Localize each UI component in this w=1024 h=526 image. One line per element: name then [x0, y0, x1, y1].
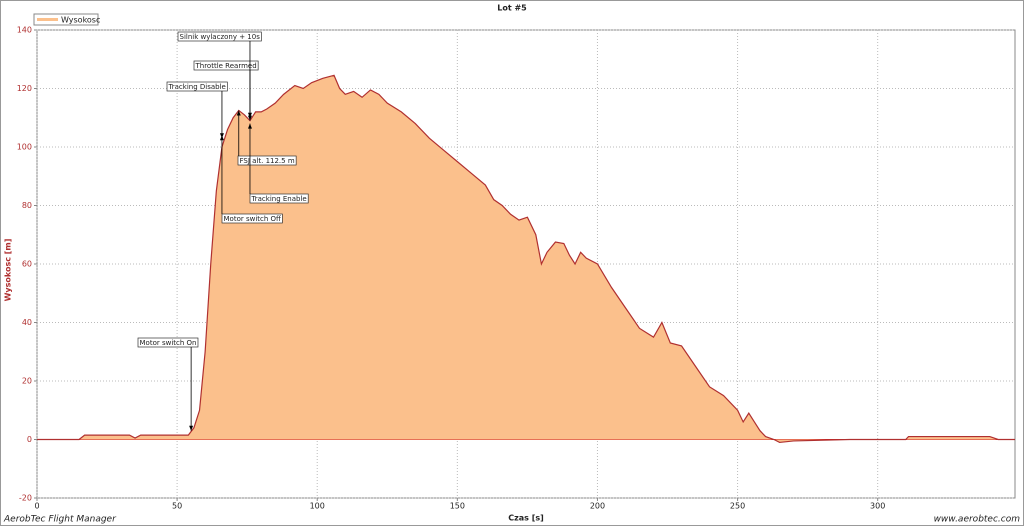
- y-tick-label: 60: [22, 260, 32, 269]
- y-tick-label: 40: [22, 318, 32, 327]
- annotation: Tracking Enable: [247, 123, 309, 204]
- y-tick-label: 120: [17, 84, 32, 93]
- x-axis-label: Czas [s]: [508, 514, 544, 523]
- annotation: FSJ alt. 112.5 m: [236, 110, 297, 166]
- arrow-head: [219, 135, 224, 141]
- annotation-box: [137, 337, 199, 348]
- arrow-head: [247, 112, 252, 118]
- x-tick-label: 300: [870, 502, 885, 511]
- y-tick-label: 20: [22, 377, 32, 386]
- annotation-text: Motor switch Off: [224, 215, 282, 223]
- annotation-box: [193, 60, 259, 71]
- annotation-box: [221, 213, 283, 224]
- legend: Wysokosc: [33, 13, 100, 26]
- arrow-head: [247, 123, 252, 129]
- line: [37, 74, 1015, 444]
- annotation-text: Silnik wylaczony + 10s: [180, 33, 261, 41]
- arrow-head: [236, 110, 241, 116]
- x-tick-label: 100: [310, 502, 325, 511]
- annotation-box: [249, 193, 309, 204]
- annotation: Silnik wylaczony + 10s: [177, 31, 262, 118]
- x-tick-label: 250: [730, 502, 745, 511]
- annotation: Motor switch On: [137, 337, 199, 431]
- arrow-head: [247, 115, 252, 121]
- y-tick-label: 80: [22, 201, 32, 210]
- x-tick-label: 150: [450, 502, 465, 511]
- y-axis-label: Wysokosc [m]: [4, 239, 13, 302]
- annotation-box: [177, 31, 262, 42]
- x-tick-label: 0: [34, 502, 39, 511]
- annotation-text: Motor switch On: [140, 339, 197, 347]
- y-tick-label: -20: [19, 494, 32, 503]
- area-fill: [37, 75, 1015, 443]
- annotation-box: [237, 155, 297, 166]
- y-tick-label: 140: [17, 26, 32, 35]
- y-tick-label: 100: [17, 143, 32, 152]
- legend-label: Wysokosc: [61, 16, 100, 25]
- annotation-text: Throttle Rearmed: [195, 62, 257, 70]
- y-tick-label: 0: [27, 435, 32, 444]
- x-tick-label: 200: [590, 502, 605, 511]
- x-tick-label: 50: [172, 502, 182, 511]
- footer-left: AerobTec Flight Manager: [3, 515, 117, 525]
- annotation-text: Tracking Enable: [251, 195, 307, 203]
- arrow-head: [189, 425, 194, 431]
- footer-right: www.aerobtec.com: [934, 515, 1021, 525]
- annotation: Motor switch Off: [219, 135, 283, 224]
- legend-box: [33, 13, 99, 26]
- chart-title: Lot #5: [497, 4, 527, 13]
- annotation-text: Tracking Disable: [168, 83, 226, 91]
- annotation-text: FSJ alt. 112.5 m: [240, 157, 295, 165]
- annotation-box: [166, 81, 228, 92]
